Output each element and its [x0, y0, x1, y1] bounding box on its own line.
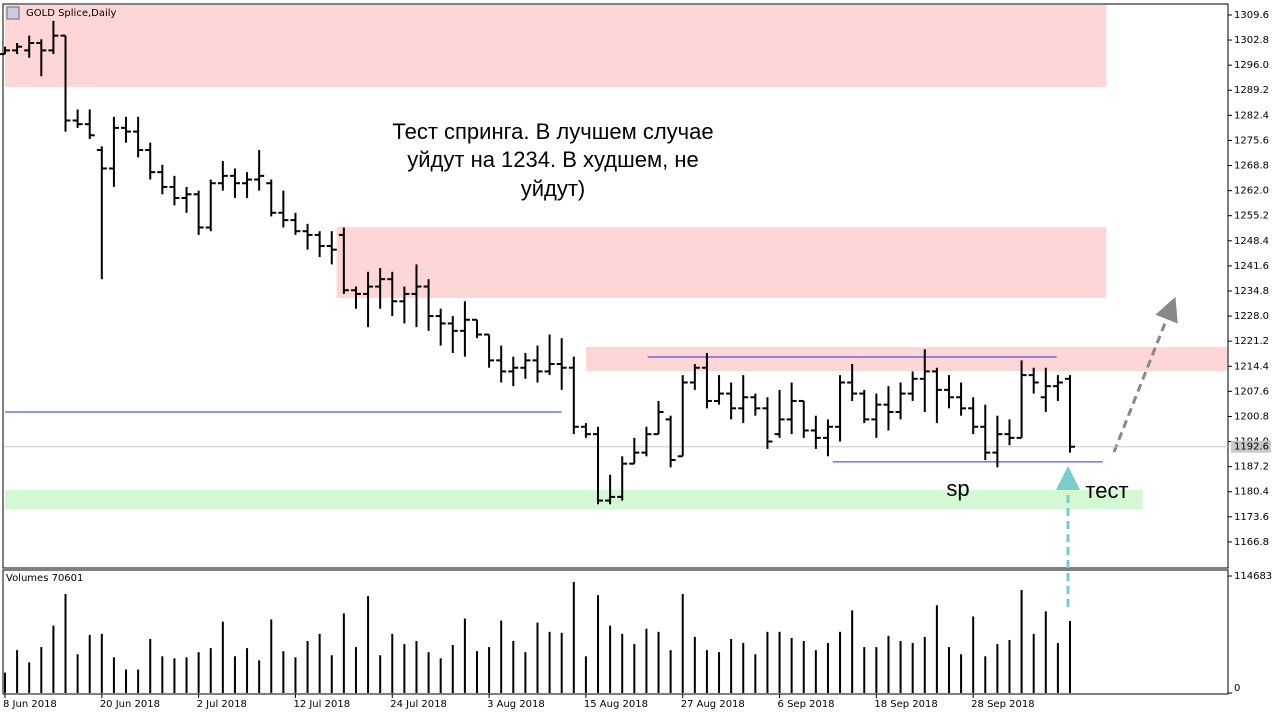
chart-title: GOLD Splice,Daily	[26, 8, 117, 19]
icon	[6, 6, 20, 20]
x-tick-label: 20 Jun 2018	[100, 699, 160, 710]
x-tick-label: 18 Sep 2018	[874, 699, 937, 710]
volume-panel	[2, 569, 1229, 695]
x-tick-label: 24 Jul 2018	[390, 699, 447, 710]
zones	[5, 5, 1228, 510]
x-tick-label: 8 Jun 2018	[3, 699, 57, 710]
y-tick-label: 1275.6	[1234, 135, 1269, 146]
y-tick-label: 1221.2	[1234, 336, 1269, 347]
y-tick-label: 1268.8	[1234, 161, 1269, 172]
y-tick-label: 1200.8	[1234, 411, 1269, 422]
label: тест	[1085, 478, 1128, 503]
price-label: 1192.6	[1234, 442, 1269, 453]
y-tick-label: 1289.2	[1234, 85, 1269, 96]
x-tick-label: 2 Jul 2018	[197, 699, 247, 710]
x-tick-label: 3 Aug 2018	[487, 699, 545, 710]
price-panel	[2, 3, 1229, 569]
y-tick-label: 1166.8	[1234, 537, 1269, 548]
y-tick-label: 1241.6	[1234, 261, 1269, 272]
x-tick-label: 27 Aug 2018	[681, 699, 745, 710]
y-tick-label: 1180.4	[1234, 487, 1269, 498]
y-tick-label: 1234.8	[1234, 286, 1269, 297]
y-tick-label: 1296.0	[1234, 60, 1269, 71]
y-tick-label: 1173.6	[1234, 512, 1269, 523]
y-tick-label: 1282.4	[1234, 110, 1269, 121]
zone	[336, 227, 1107, 298]
y-tick-label: 1214.4	[1234, 361, 1269, 372]
y-tick-label: 1309.6	[1234, 10, 1269, 21]
x-tick-label: 6 Sep 2018	[778, 699, 835, 710]
y-tick-label: 1228.0	[1234, 311, 1269, 322]
label: sp	[946, 476, 969, 501]
y-tick-label: 1207.6	[1234, 386, 1269, 397]
y-tick-label: 1255.2	[1234, 211, 1269, 222]
arrow	[1112, 296, 1178, 453]
y-tick-label: 1248.4	[1234, 236, 1269, 247]
y-tick-label: 1302.8	[1234, 35, 1269, 46]
y-tick-label: 1262.0	[1234, 186, 1269, 197]
zone	[585, 347, 1228, 372]
annotation: Тест спринга. В лучшем случае	[392, 119, 713, 144]
volume-title: Volumes 70601	[6, 573, 83, 584]
zone	[5, 5, 1107, 87]
x-tick-label: 28 Sep 2018	[971, 699, 1034, 710]
annotation: уйдут на 1234. В худшем, не	[407, 147, 699, 172]
x-tick-label: 12 Jul 2018	[293, 699, 350, 710]
x-tick-label: 15 Aug 2018	[584, 699, 648, 710]
price-box	[1231, 440, 1271, 453]
zone	[5, 489, 1143, 510]
y-tick-label: 1187.2	[1234, 462, 1269, 473]
annotation: уйдут)	[521, 176, 586, 201]
y-tick-label: 114683	[1234, 571, 1272, 582]
y-tick-label: 0	[1234, 683, 1240, 694]
